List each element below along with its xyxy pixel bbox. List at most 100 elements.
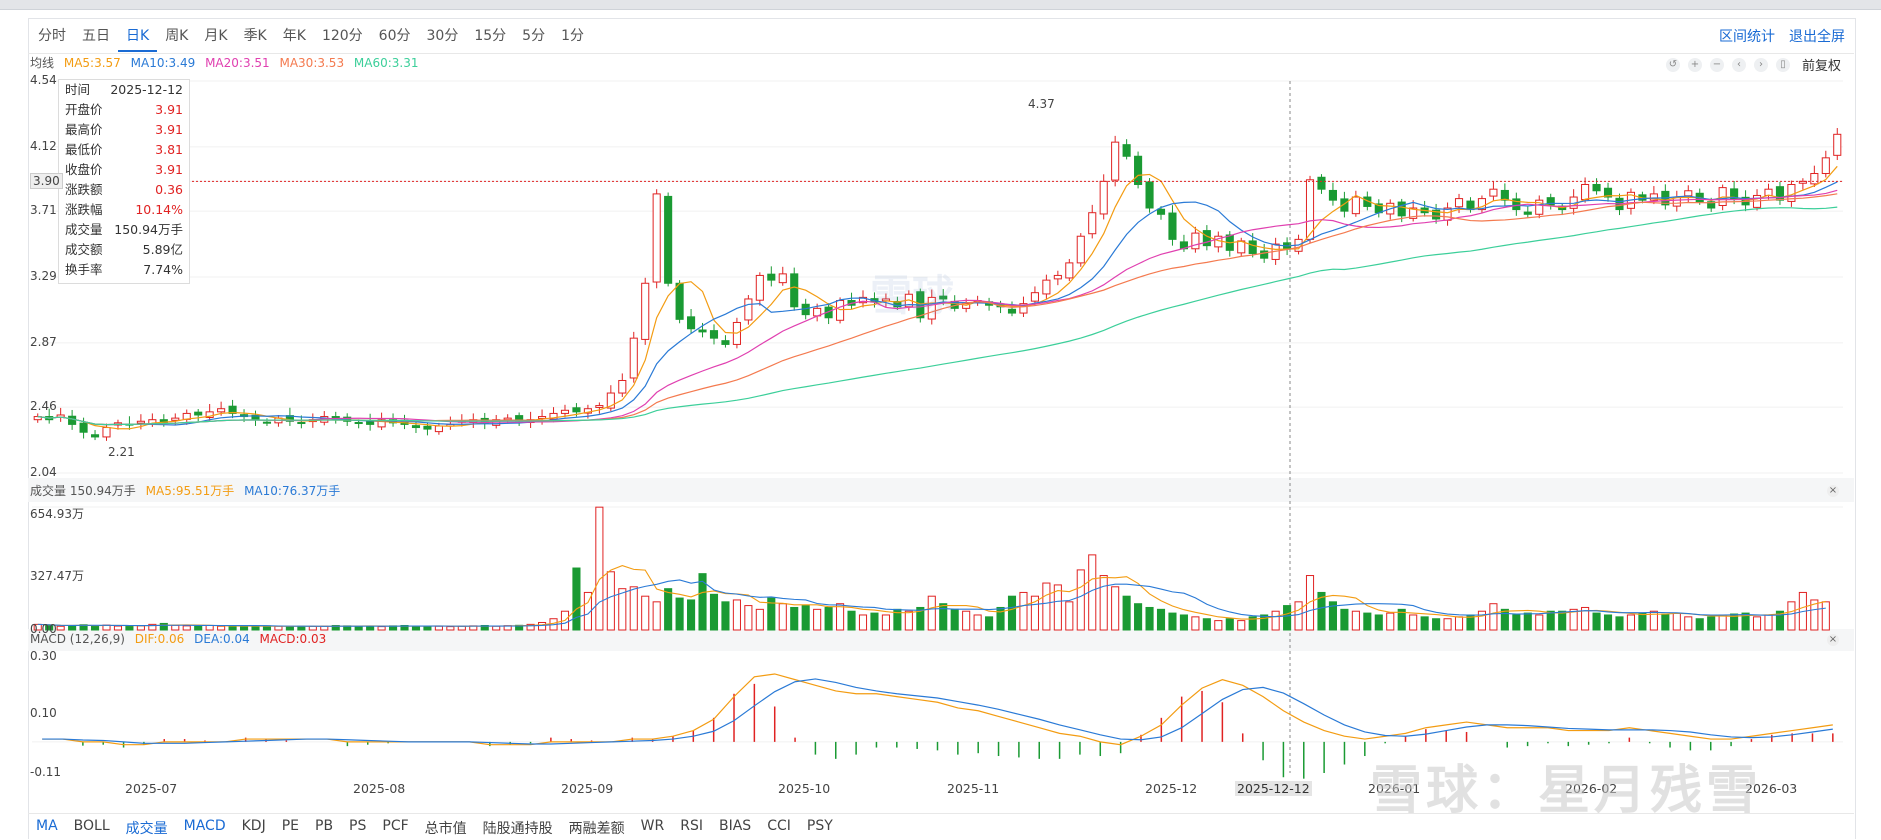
indicator-tab-6[interactable]: PB xyxy=(315,818,334,834)
period-tab-9[interactable]: 30分 xyxy=(426,28,459,44)
volume-bar xyxy=(1179,614,1188,631)
volume-bar xyxy=(194,625,203,631)
candle-body xyxy=(1409,207,1418,219)
ma20-value: MA20:3.51 xyxy=(205,56,270,70)
indicator-tab-13[interactable]: RSI xyxy=(680,818,703,834)
volume-bar xyxy=(411,625,421,631)
zoom-in-icon[interactable]: + xyxy=(1687,57,1702,72)
indicator-tab-4[interactable]: KDJ xyxy=(241,818,266,834)
volume-bar xyxy=(1374,614,1383,631)
period-tab-4[interactable]: 月K xyxy=(204,28,228,44)
volume-bar xyxy=(354,625,363,631)
indicator-tab-16[interactable]: PSY xyxy=(806,818,833,834)
indicator-tab-12[interactable]: WR xyxy=(640,818,665,834)
volume-bar xyxy=(1581,606,1590,631)
period-tab-0[interactable]: 分时 xyxy=(38,28,66,44)
candle-body xyxy=(1821,157,1830,175)
period-tab-11[interactable]: 5分 xyxy=(522,28,546,44)
candle-body xyxy=(1202,230,1211,247)
indicator-tab-11[interactable]: 两融差额 xyxy=(568,821,625,837)
candle-body xyxy=(1523,211,1532,215)
indicator-tab-5[interactable]: PE xyxy=(281,818,299,834)
time-tick: 2025-11 xyxy=(947,781,1000,796)
macd-legend: MACD (12,26,9) DIF:0.06 DEA:0.04 MACD:0.… xyxy=(30,632,332,646)
candle-body xyxy=(1351,196,1360,215)
indicator-tab-2[interactable]: 成交量 xyxy=(125,821,168,837)
indicator-tab-3[interactable]: MACD xyxy=(183,818,226,834)
indicator-tab-10[interactable]: 陆股通持股 xyxy=(482,821,553,837)
volume-bar xyxy=(90,624,100,631)
candle-body xyxy=(1397,201,1406,217)
period-tab-1[interactable]: 五日 xyxy=(82,28,110,44)
chart-container xyxy=(28,18,1856,839)
undo-icon[interactable]: ↺ xyxy=(1665,57,1680,72)
candle-body xyxy=(411,425,421,429)
volume-bar xyxy=(1237,620,1246,631)
volume-bar xyxy=(1477,610,1486,631)
info-key: 涨跌幅 xyxy=(65,202,103,217)
candle-body xyxy=(159,419,168,424)
volume-bar xyxy=(1248,616,1257,631)
period-tab-10[interactable]: 15分 xyxy=(474,28,507,44)
volume-bar xyxy=(1294,601,1303,631)
indicator-tab-0[interactable]: MA xyxy=(36,818,58,834)
prev-icon[interactable]: ‹ xyxy=(1731,57,1746,72)
volume-bar xyxy=(1649,610,1658,631)
volume-bar xyxy=(492,625,501,631)
indicator-tab-9[interactable]: 总市值 xyxy=(424,821,467,837)
volume-ma5: MA5:95.51万手 xyxy=(145,484,235,498)
range-stats-link[interactable]: 区间统计 xyxy=(1719,29,1775,45)
macd-tick: 0.30 xyxy=(30,649,57,663)
candle-body xyxy=(709,330,719,339)
volume-tick: 327.47万 xyxy=(30,568,84,583)
volume-close-icon[interactable]: × xyxy=(1827,485,1839,497)
indicator-tab-1[interactable]: BOLL xyxy=(73,818,110,834)
indicator-tab-15[interactable]: CCI xyxy=(767,818,791,834)
ma10-value: MA10:3.49 xyxy=(130,56,196,70)
candle-body xyxy=(1798,180,1807,184)
period-tab-6[interactable]: 年K xyxy=(282,28,306,44)
volume-bar xyxy=(996,606,1005,631)
volume-bar xyxy=(1718,614,1727,631)
period-tab-7[interactable]: 120分 xyxy=(321,28,363,44)
volume-legend: 成交量 150.94万手 MA5:95.51万手 MA10:76.37万手 xyxy=(30,482,346,499)
exit-fullscreen-link[interactable]: 退出全屏 xyxy=(1789,29,1845,45)
volume-bar xyxy=(1638,612,1647,631)
volume-bar xyxy=(1225,618,1234,631)
candle-body xyxy=(721,340,730,345)
indicator-tab-8[interactable]: PCF xyxy=(382,818,409,834)
volume-bar xyxy=(526,623,535,631)
candle-body xyxy=(1764,188,1773,196)
period-tab-8[interactable]: 60分 xyxy=(378,28,411,44)
volume-bar xyxy=(1432,618,1441,631)
period-tab-2[interactable]: 日K xyxy=(118,22,158,52)
candle-icon[interactable]: ▯ xyxy=(1775,57,1790,72)
candle-body xyxy=(262,421,272,424)
volume-bar xyxy=(285,626,294,631)
next-icon[interactable]: › xyxy=(1753,57,1768,72)
adjust-select[interactable]: 前复权 xyxy=(1801,59,1841,74)
volume-bar xyxy=(595,506,604,631)
volume-bar xyxy=(1592,612,1601,631)
volume-bar xyxy=(1523,612,1532,631)
volume-bar xyxy=(572,567,581,631)
info-row: 换手率 7.74% xyxy=(59,260,189,280)
macd-close-icon[interactable]: × xyxy=(1827,634,1839,646)
period-tab-3[interactable]: 周K xyxy=(165,28,189,44)
period-tab-5[interactable]: 季K xyxy=(243,28,267,44)
zoom-out-icon[interactable]: − xyxy=(1709,57,1724,72)
candle-body xyxy=(664,195,673,284)
period-tab-12[interactable]: 1分 xyxy=(561,28,584,44)
volume-bar xyxy=(950,608,959,631)
candle-body xyxy=(1489,188,1498,197)
indicator-tab-7[interactable]: PS xyxy=(349,818,367,834)
candle-body xyxy=(755,274,764,301)
volume-bar xyxy=(1615,616,1624,631)
volume-bar xyxy=(1535,614,1544,631)
indicator-tab-14[interactable]: BIAS xyxy=(719,818,752,834)
info-key: 收盘价 xyxy=(65,162,103,177)
volume-bar xyxy=(1752,616,1762,631)
chart-toolbar: ↺ + − ‹ › ▯ 前复权 xyxy=(1665,55,1841,74)
info-key: 成交量 xyxy=(65,222,103,237)
